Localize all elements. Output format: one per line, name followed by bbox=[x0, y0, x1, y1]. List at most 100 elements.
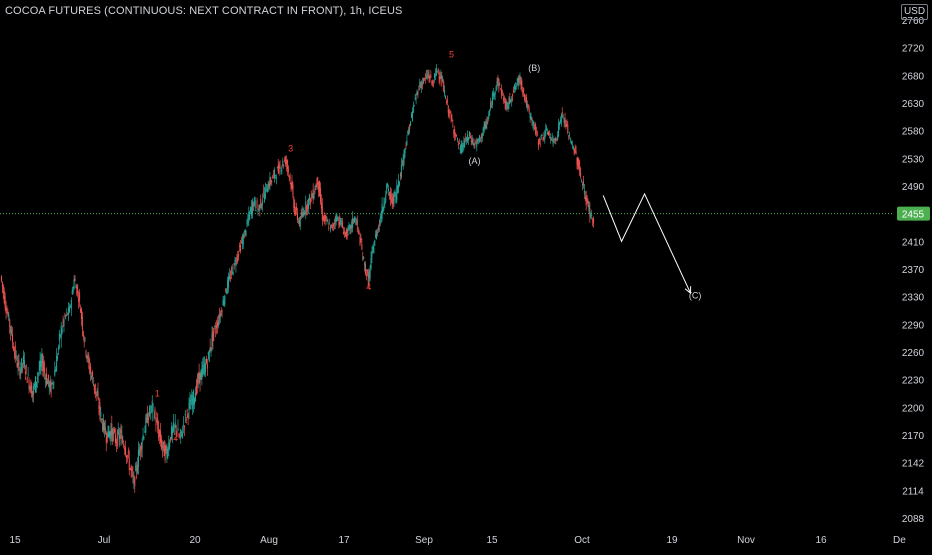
candle-body bbox=[482, 127, 484, 136]
candle-body bbox=[513, 84, 515, 90]
candle-body bbox=[348, 226, 350, 228]
wave-label-2: 2 bbox=[173, 432, 178, 442]
candle-body bbox=[576, 157, 578, 165]
candle-body bbox=[281, 166, 283, 168]
candle-body bbox=[332, 223, 334, 227]
candle-body bbox=[445, 101, 447, 104]
candle-body bbox=[394, 192, 396, 194]
candle-body bbox=[134, 476, 136, 487]
candle-body bbox=[297, 221, 299, 222]
candle-body bbox=[14, 345, 16, 359]
candle-body bbox=[411, 110, 413, 121]
candle-body bbox=[451, 117, 453, 122]
candle-body bbox=[480, 134, 482, 138]
candle-body bbox=[84, 338, 86, 339]
candle-body bbox=[504, 99, 506, 110]
candle-body bbox=[46, 381, 48, 385]
y-tick-label: 2114 bbox=[902, 486, 924, 497]
candle-body bbox=[178, 435, 180, 437]
candle-body bbox=[381, 203, 383, 219]
candle-body bbox=[91, 371, 93, 377]
candle-body bbox=[470, 140, 472, 142]
candle-body bbox=[427, 75, 429, 76]
candle-body bbox=[220, 313, 222, 315]
candle-body bbox=[495, 86, 497, 90]
candle-body bbox=[467, 134, 469, 142]
candle-body bbox=[546, 127, 548, 130]
candle-body bbox=[23, 355, 25, 364]
candle-body bbox=[378, 223, 380, 226]
candle-body bbox=[33, 386, 35, 395]
candle-body bbox=[252, 203, 254, 207]
candle-body bbox=[548, 133, 550, 135]
candle-body bbox=[545, 128, 547, 136]
candle-body bbox=[122, 439, 124, 442]
candle-body bbox=[156, 418, 158, 423]
currency-button[interactable]: USD bbox=[901, 4, 928, 20]
candle-body bbox=[233, 263, 235, 269]
candle-body bbox=[459, 147, 461, 150]
candle-body bbox=[456, 138, 458, 140]
candle-body bbox=[413, 104, 415, 106]
candle-body bbox=[490, 105, 492, 107]
candle-body bbox=[43, 362, 45, 371]
candle-body bbox=[131, 469, 133, 471]
candle-body bbox=[248, 212, 250, 220]
candle-body bbox=[203, 365, 205, 366]
candle-body bbox=[563, 120, 565, 123]
candle-body bbox=[368, 272, 370, 279]
candle-body bbox=[266, 190, 268, 193]
candle-body bbox=[437, 69, 439, 71]
candle-body bbox=[80, 309, 82, 319]
x-tick-label: Sep bbox=[415, 535, 433, 546]
candle-body bbox=[11, 329, 13, 334]
projection-path[interactable] bbox=[602, 192, 691, 294]
candle-body bbox=[186, 410, 188, 412]
candle-body bbox=[244, 229, 246, 233]
candle-body bbox=[137, 465, 139, 473]
candle-body bbox=[3, 290, 5, 303]
candle-body bbox=[4, 296, 6, 308]
candle-body bbox=[399, 181, 401, 186]
candle-body bbox=[383, 204, 385, 206]
candle-body bbox=[372, 246, 374, 250]
candle-body bbox=[469, 136, 471, 139]
candle-body bbox=[150, 406, 152, 408]
candle-body bbox=[94, 383, 96, 394]
candle-body bbox=[228, 275, 230, 280]
candle-body bbox=[278, 164, 280, 174]
candle-body bbox=[389, 191, 391, 200]
candle-body bbox=[190, 403, 192, 410]
candle-body bbox=[128, 458, 130, 471]
candle-body bbox=[442, 81, 444, 82]
candle-body bbox=[524, 93, 526, 100]
candle-body bbox=[396, 185, 398, 201]
last-price-badge: 2455 bbox=[897, 206, 930, 221]
candle-body bbox=[155, 423, 157, 426]
candle-body bbox=[308, 198, 310, 209]
candle-body bbox=[291, 180, 293, 189]
candle-body bbox=[282, 160, 284, 166]
price-axis[interactable]: 2760 2720 2680 2630 2580 2530 2490 2410 2370 2330… bbox=[902, 16, 925, 525]
candle-body bbox=[523, 88, 525, 93]
candle-body bbox=[145, 417, 147, 432]
candle-body bbox=[54, 369, 56, 376]
candle-body bbox=[311, 196, 313, 199]
candle-body bbox=[88, 355, 90, 363]
wave-projection[interactable] bbox=[602, 192, 692, 295]
candle-body bbox=[391, 198, 393, 203]
time-axis[interactable]: 15 Jul 20 Aug 17 Sep 15 Oct 19 Nov 16 De bbox=[9, 535, 906, 546]
candle-body bbox=[514, 86, 516, 90]
candle-body bbox=[386, 183, 388, 194]
y-tick-label: 2370 bbox=[902, 265, 925, 276]
candle-body bbox=[141, 441, 143, 449]
candle-body bbox=[239, 245, 241, 247]
candle-body bbox=[198, 372, 200, 379]
candles[interactable] bbox=[0, 64, 595, 493]
candle-body bbox=[85, 350, 87, 356]
candle-body bbox=[551, 137, 553, 139]
candle-body bbox=[144, 431, 146, 433]
candle-body bbox=[223, 301, 225, 305]
